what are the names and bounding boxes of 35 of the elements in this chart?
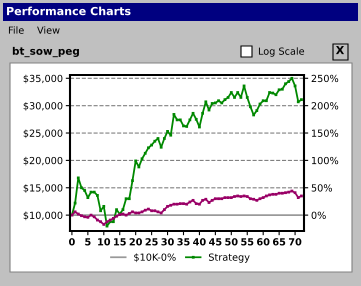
x-tick-label: 45 — [209, 238, 222, 246]
x-tick-label: 30 — [161, 238, 174, 246]
y2-tick-label: 0% — [312, 212, 326, 219]
x-tick-label: 15 — [114, 238, 126, 246]
y-tick-label: $35,000 — [24, 74, 62, 84]
chart-title: bt_sow_peg — [12, 46, 79, 58]
y-tick-label: $30,000 — [24, 102, 62, 111]
legend-label: $10K-0% — [134, 253, 176, 262]
y2-tick-label: 100% — [312, 156, 338, 164]
x-tick-label: 55 — [241, 238, 254, 246]
legend-label: Strategy — [208, 253, 250, 263]
x-tick-label: 10 — [98, 238, 110, 246]
y-tick-label: $10,000 — [24, 211, 62, 220]
x-tick-label: 60 — [257, 238, 270, 246]
y-tick-label: $15,000 — [24, 184, 62, 193]
x-tick-label: 0 — [68, 238, 75, 246]
text: Log Scale — [258, 47, 304, 57]
text: File — [8, 26, 24, 34]
x-tick-label: 35 — [177, 238, 190, 246]
x-tick-label: 40 — [193, 238, 206, 246]
y2-tick-label: 150% — [312, 130, 338, 137]
x-tick-label: 20 — [130, 238, 142, 246]
y-tick-label: $25,000 — [24, 129, 62, 138]
text: X — [336, 46, 344, 54]
x-tick-label: 25 — [146, 238, 158, 246]
x-tick-label: 65 — [272, 238, 286, 246]
text: Performance Charts — [7, 6, 131, 16]
x-tick-label: 5 — [85, 238, 91, 246]
y-tick-label: $20,000 — [24, 156, 62, 166]
x-tick-label: 50 — [225, 238, 238, 246]
y2-tick-label: 250% — [312, 74, 338, 82]
text: View — [37, 26, 60, 34]
y2-tick-label: 200% — [312, 102, 338, 110]
y2-tick-label: 50% — [312, 184, 332, 192]
x-tick-label: 70 — [288, 238, 302, 246]
